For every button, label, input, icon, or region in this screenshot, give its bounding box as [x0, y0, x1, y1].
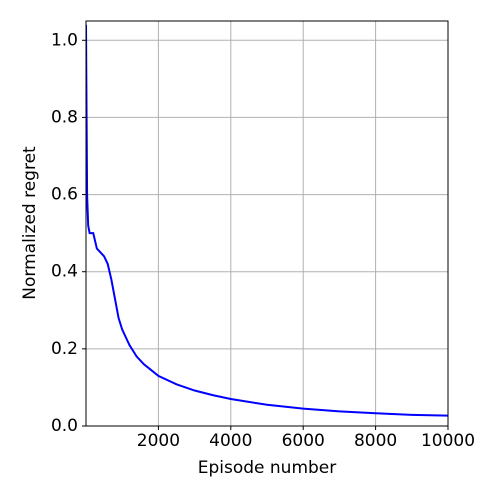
y-tick-label: 0.2 — [51, 339, 78, 359]
y-tick-label: 0.4 — [51, 262, 78, 282]
y-tick-label: 0.6 — [51, 185, 78, 205]
x-tick-label: 2000 — [137, 431, 180, 451]
y-tick-label: 0.8 — [51, 107, 78, 127]
line — [86, 24, 448, 417]
x-axis-label: Episode number — [198, 458, 337, 478]
x-tick-label: 6000 — [282, 431, 325, 451]
x-tick-label: 8000 — [354, 431, 397, 451]
y-tick-label: 0.0 — [51, 416, 78, 436]
plot-frame — [85, 20, 449, 427]
y-tick-label: 1.0 — [51, 30, 78, 50]
x-tick-label: 10000 — [421, 431, 475, 451]
x-tick-label: 4000 — [209, 431, 252, 451]
y-axis-label: Normalized regret — [20, 146, 40, 300]
